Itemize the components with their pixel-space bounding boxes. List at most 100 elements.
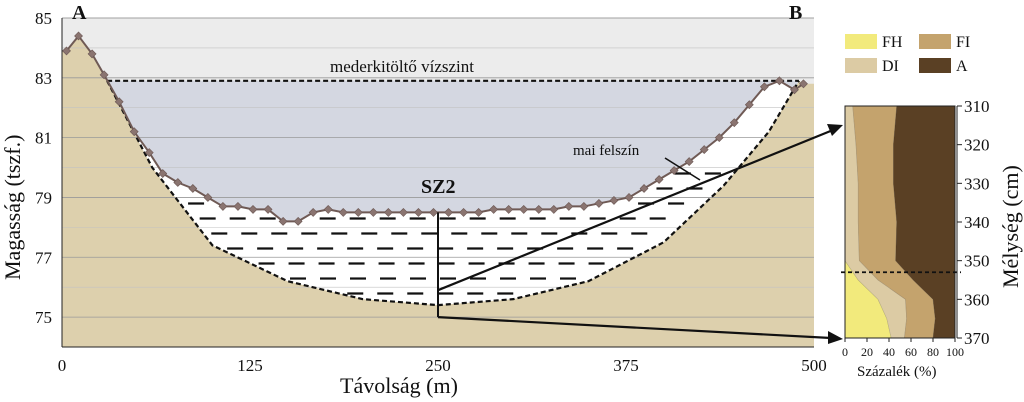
surface-point <box>114 97 124 107</box>
surface-point <box>429 207 438 217</box>
legend-swatch-fh <box>845 34 877 49</box>
section-end-label: B <box>789 2 802 24</box>
surface-point <box>87 49 97 59</box>
percent-tick-label: 40 <box>883 345 895 359</box>
surface-point <box>609 196 619 205</box>
surface-point <box>519 204 529 214</box>
percent-tick-label: 0 <box>842 345 848 359</box>
depth-tick-label: 370 <box>964 329 990 348</box>
water-area <box>107 80 799 222</box>
surface-point <box>669 166 679 175</box>
legend-swatch-fi <box>919 34 951 49</box>
x-tick-label: 125 <box>237 356 263 375</box>
y-tick-label: 83 <box>35 69 52 88</box>
surface-point <box>383 207 393 217</box>
x-tick-label: 0 <box>58 356 67 375</box>
surface-point <box>714 133 724 143</box>
surface-point <box>799 79 808 89</box>
surface-point <box>549 204 559 214</box>
surface-point <box>308 207 318 217</box>
surface-point <box>218 202 228 211</box>
surface-point <box>158 169 168 178</box>
surface-point <box>293 216 303 226</box>
legend-label-fi: FI <box>956 34 970 51</box>
surface-point <box>459 207 468 217</box>
surface-point <box>368 207 378 217</box>
depth-tick-label: 310 <box>964 97 990 116</box>
y-tick-label: 85 <box>35 9 52 28</box>
surface-point <box>99 70 109 80</box>
depth-tick-label: 360 <box>964 290 990 309</box>
y-tick-label: 77 <box>35 248 53 267</box>
surface-point <box>759 82 769 92</box>
surface-point <box>278 216 288 226</box>
surface-point <box>684 157 694 166</box>
surface-point <box>173 178 183 187</box>
surface-point <box>579 202 589 211</box>
percent-tick-label: 20 <box>861 345 873 359</box>
percent-tick-label: 100 <box>946 345 964 359</box>
surface-point <box>474 207 484 217</box>
legend-label-fh: FH <box>882 34 903 51</box>
legend-label-di: DI <box>882 58 899 75</box>
surface-point <box>203 193 213 202</box>
y-tick-label: 81 <box>35 129 52 148</box>
fill-level-label: mederkitöltő vízszint <box>330 57 474 76</box>
surface-point <box>624 193 634 202</box>
surface-point <box>233 202 243 211</box>
core-diagram: 310 320 330 340 350 360 370 0 20 40 60 80 100 <box>437 97 990 359</box>
x-axis-title: Távolság (m) <box>340 373 458 398</box>
surface-point <box>744 100 754 110</box>
connector-bottom-arrowhead <box>828 331 843 344</box>
surface-point <box>699 145 709 155</box>
x-tick-label: 500 <box>801 356 827 375</box>
legend-label-a: A <box>956 58 968 75</box>
surface-point <box>444 207 453 217</box>
surface-point <box>414 207 423 217</box>
surface-point <box>564 202 574 211</box>
connector-bottom <box>437 315 832 340</box>
cross-section-plot: 75 77 79 81 83 85 0 125 250 375 500 <box>35 9 827 375</box>
legend: FH FI DI A <box>845 34 970 75</box>
x-tick-label: 250 <box>425 356 451 375</box>
surface-point <box>74 31 83 41</box>
surface-point <box>62 46 71 56</box>
surface-point <box>248 204 258 214</box>
surface-label: mai felszín <box>573 143 640 159</box>
legend-swatch-di <box>845 58 877 73</box>
y-tick-label: 75 <box>35 308 52 327</box>
core-y-axis-title: Mélység (cm) <box>998 165 1023 288</box>
y-axis-title: Magasság (tszf.) <box>0 135 25 280</box>
surface-point <box>338 207 348 217</box>
core-frame <box>844 105 956 339</box>
surface-point <box>594 199 604 208</box>
surface-pointer <box>664 157 701 181</box>
depth-tick-label: 320 <box>964 136 990 155</box>
surface-point <box>263 204 273 214</box>
percent-tick-label: 80 <box>927 345 939 359</box>
surface-point <box>353 207 363 217</box>
surface-point <box>129 127 139 137</box>
core-x-axis-title: Százalék (%) <box>857 364 937 380</box>
surface-point <box>323 204 333 214</box>
x-tick-label: 375 <box>613 356 639 375</box>
surface-point <box>504 204 514 214</box>
surface-point <box>654 175 664 184</box>
surface-point <box>398 207 408 217</box>
surface-point <box>790 85 799 95</box>
legend-swatch-a <box>919 58 951 73</box>
section-start-label: A <box>72 2 87 24</box>
surface-point <box>639 184 649 193</box>
connector-top-arrowhead <box>827 124 843 136</box>
depth-tick-label: 330 <box>964 174 990 193</box>
surface-point <box>534 204 544 214</box>
percent-tick-label: 60 <box>905 345 917 359</box>
terrain-area <box>62 35 814 347</box>
channel-outline <box>106 80 800 307</box>
surface-point <box>144 148 154 158</box>
depth-tick-label: 350 <box>964 252 990 271</box>
depth-tick-label: 340 <box>964 213 990 232</box>
surface-point <box>729 118 739 128</box>
y-tick-label: 79 <box>35 188 52 207</box>
